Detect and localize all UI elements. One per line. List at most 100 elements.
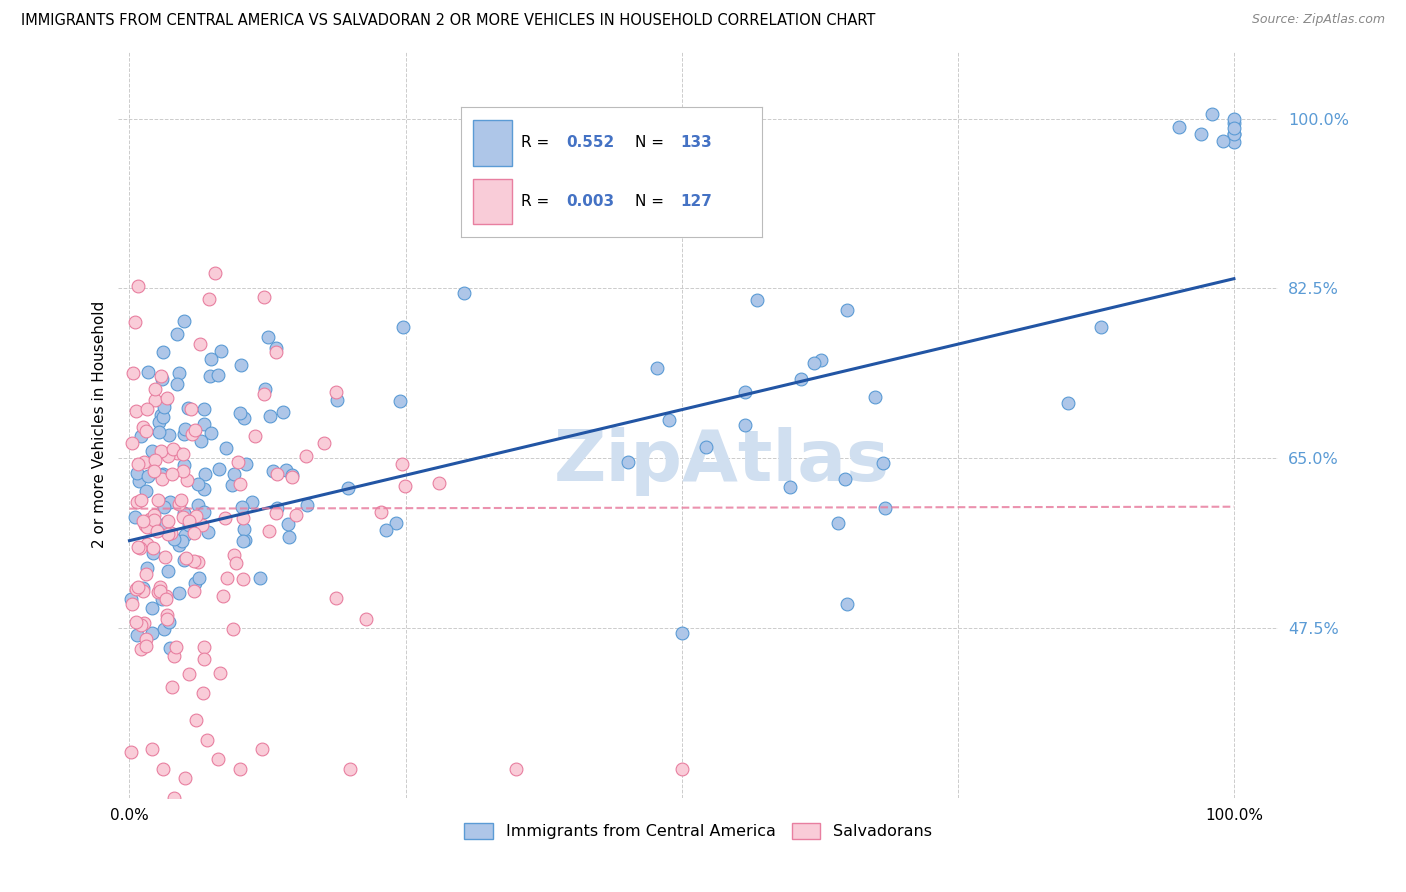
Point	[232, 522, 254, 536]
Point	[184, 423, 207, 437]
Point	[187, 477, 209, 491]
Point	[141, 443, 163, 458]
Point	[157, 526, 180, 541]
Point	[172, 465, 194, 479]
Point	[142, 508, 165, 523]
Point	[131, 429, 153, 443]
Point	[837, 597, 859, 611]
Point	[232, 533, 254, 548]
Point	[1090, 319, 1112, 334]
Point	[139, 512, 162, 526]
Point	[188, 337, 211, 351]
Point	[155, 612, 177, 626]
Point	[295, 499, 318, 513]
Point	[232, 511, 254, 525]
Point	[128, 541, 150, 555]
Point	[159, 526, 181, 541]
Point	[326, 392, 349, 407]
Point	[163, 532, 186, 546]
Point	[174, 551, 197, 566]
Point	[271, 405, 294, 419]
Point	[225, 556, 247, 570]
Point	[222, 622, 245, 636]
Point	[141, 742, 163, 756]
Point	[132, 615, 155, 630]
Point	[156, 607, 179, 622]
Point	[285, 508, 308, 523]
Point	[156, 564, 179, 578]
Point	[135, 484, 157, 499]
Point	[127, 279, 149, 293]
Point	[245, 429, 267, 443]
Point	[180, 427, 202, 442]
Point	[229, 477, 252, 491]
Point	[188, 572, 211, 586]
Point	[155, 590, 177, 604]
Point	[207, 368, 229, 383]
Point	[124, 315, 146, 329]
Point	[153, 622, 176, 636]
Point	[173, 553, 195, 567]
Point	[121, 597, 143, 611]
Point	[229, 358, 252, 372]
Point	[259, 409, 281, 424]
Point	[645, 360, 668, 375]
Point	[179, 517, 201, 532]
Point	[1223, 116, 1246, 130]
Point	[325, 385, 347, 400]
Point	[172, 509, 194, 524]
Point	[240, 494, 263, 508]
Point	[180, 516, 202, 531]
Point	[617, 455, 640, 469]
Point	[166, 446, 188, 460]
Point	[146, 493, 169, 508]
Point	[156, 450, 179, 464]
Point	[146, 585, 169, 599]
Point	[148, 425, 170, 439]
Point	[132, 420, 155, 434]
Point	[160, 467, 183, 482]
Point	[183, 584, 205, 599]
Point	[173, 506, 195, 520]
Point	[150, 371, 173, 385]
Point	[136, 561, 159, 575]
Point	[222, 467, 245, 482]
Text: Source: ZipAtlas.com: Source: ZipAtlas.com	[1251, 13, 1385, 27]
Point	[153, 519, 176, 533]
Point	[204, 266, 226, 280]
Point	[142, 541, 165, 555]
Point	[132, 514, 155, 528]
Point	[170, 534, 193, 549]
Point	[264, 341, 287, 355]
Point	[173, 314, 195, 328]
Point	[339, 762, 361, 776]
Point	[384, 516, 406, 530]
Point	[209, 666, 232, 681]
Point	[779, 480, 801, 494]
Point	[208, 461, 231, 475]
Point	[214, 510, 236, 524]
Point	[354, 612, 377, 626]
Point	[149, 583, 172, 598]
Point	[163, 790, 186, 805]
Point	[143, 453, 166, 467]
Point	[1167, 120, 1189, 135]
Point	[148, 415, 170, 429]
Legend: Immigrants from Central America, Salvadorans: Immigrants from Central America, Salvado…	[458, 816, 939, 846]
Point	[131, 617, 153, 632]
Point	[256, 330, 278, 344]
Point	[170, 492, 193, 507]
Point	[174, 422, 197, 436]
Point	[155, 516, 177, 530]
Point	[152, 762, 174, 776]
Point	[274, 463, 297, 477]
Point	[200, 425, 222, 440]
Y-axis label: 2 or more Vehicles in Household: 2 or more Vehicles in Household	[93, 301, 107, 548]
Point	[136, 520, 159, 534]
Point	[145, 524, 167, 538]
Point	[157, 615, 180, 629]
Point	[162, 442, 184, 456]
Point	[153, 500, 176, 515]
Point	[790, 372, 813, 386]
Point	[193, 640, 215, 654]
